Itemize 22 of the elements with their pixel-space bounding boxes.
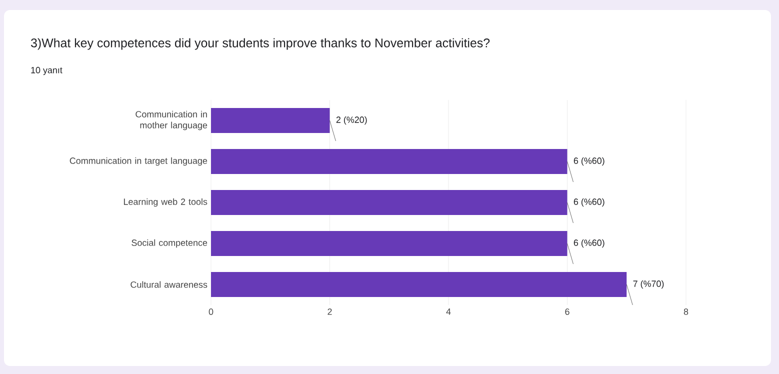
x-tick-label: 4 <box>446 308 451 315</box>
bar <box>211 190 568 216</box>
x-tick-label: 8 <box>684 308 688 315</box>
data-label: 6 (%60) <box>574 239 604 248</box>
x-tick-label: 6 <box>565 308 570 315</box>
y-tick-label: Communication in mother language <box>136 110 208 130</box>
data-label: 7 (%70) <box>633 280 664 289</box>
y-tick-label: Communication in target language <box>70 157 208 166</box>
bar <box>211 272 627 298</box>
text: 10 yanıt <box>31 66 62 76</box>
data-label: 2 (%20) <box>336 116 367 125</box>
y-tick-label: Learning web 2 tools <box>124 198 208 207</box>
chart-title: 3)What key competences did your students improve thanks to November activities? <box>30 38 490 50</box>
y-tick-label: Cultural awareness <box>130 281 208 288</box>
x-tick-label: 0 <box>208 308 214 315</box>
bar <box>211 149 568 174</box>
data-label: 6 (%60) <box>574 198 604 207</box>
data-label: 6 (%60) <box>574 157 604 166</box>
x-tick-label: 2 <box>328 308 332 315</box>
bar <box>211 231 568 256</box>
y-tick-label: Social competence <box>132 239 208 248</box>
bar <box>211 108 330 134</box>
